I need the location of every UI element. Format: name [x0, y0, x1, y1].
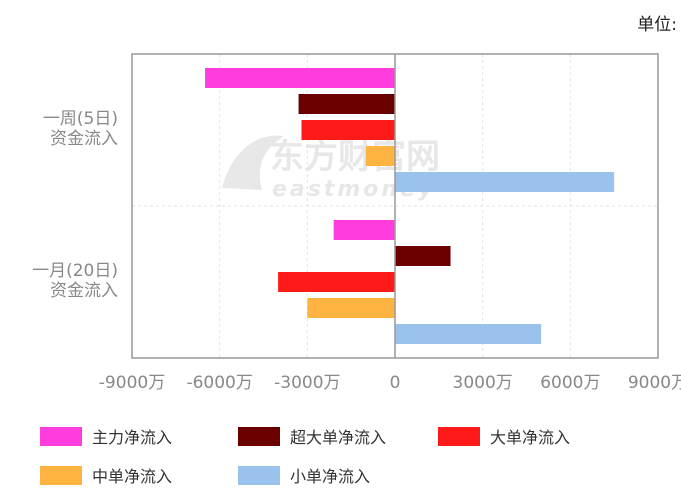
- legend-label: 中单净流入: [92, 467, 173, 486]
- legend-label: 大单净流入: [490, 428, 571, 447]
- x-tick-label: -9000万: [99, 373, 165, 393]
- x-tick-label: 3000万: [453, 373, 513, 393]
- legend-swatch: [438, 426, 480, 446]
- y-category-label: 一月(20日): [32, 261, 118, 281]
- y-category-label: 一周(5日): [43, 109, 118, 129]
- legend-label: 主力净流入: [92, 428, 173, 447]
- x-tick-labels: -9000万 -6000万 -3000万 0 3000万 6000万 9000万: [99, 373, 681, 393]
- watermark-logo-icon: [222, 135, 284, 190]
- legend-item[interactable]: 主力净流入: [40, 424, 172, 448]
- grid: [132, 54, 658, 358]
- bar[interactable]: [395, 246, 451, 266]
- bar[interactable]: [365, 146, 395, 166]
- bar[interactable]: [333, 220, 395, 240]
- legend-item[interactable]: 大单净流入: [438, 424, 570, 448]
- bar[interactable]: [301, 120, 395, 140]
- legend-label: 超大单净流入: [290, 428, 387, 447]
- y-category-label: 资金流入: [50, 281, 118, 301]
- bars: [205, 68, 615, 344]
- x-tick-label: 9000万: [628, 373, 681, 393]
- x-tick-label: 0: [390, 373, 401, 393]
- y-category-label: 资金流入: [50, 129, 118, 149]
- bar[interactable]: [395, 172, 615, 192]
- legend-label: 小单净流入: [290, 467, 371, 486]
- x-tick-label: 6000万: [540, 373, 600, 393]
- bar[interactable]: [395, 324, 542, 344]
- x-tick-label: -3000万: [274, 373, 340, 393]
- legend-item[interactable]: 小单净流入: [238, 463, 370, 487]
- bar[interactable]: [205, 68, 395, 88]
- watermark-cn: 东方财富网: [270, 137, 440, 177]
- eastmoney-watermark: 东方财富网 eastmoney: [222, 135, 440, 202]
- legend-swatch: [238, 465, 280, 485]
- bar[interactable]: [307, 298, 395, 318]
- bar[interactable]: [278, 272, 395, 292]
- legend-swatch: [40, 465, 82, 485]
- unit-label: 单位:: [637, 15, 677, 35]
- legend-swatch: [238, 426, 280, 446]
- legend-item[interactable]: 中单净流入: [40, 463, 172, 487]
- bar[interactable]: [298, 94, 395, 114]
- legend-swatch: [40, 426, 82, 446]
- x-tick-label: -6000万: [186, 373, 252, 393]
- legend-item[interactable]: 超大单净流入: [238, 424, 386, 448]
